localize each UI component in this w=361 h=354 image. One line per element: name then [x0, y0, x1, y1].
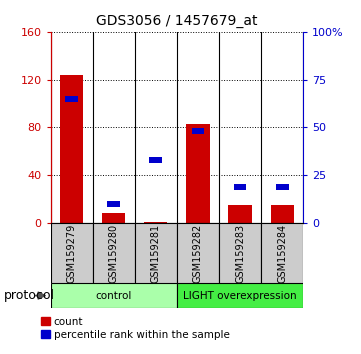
Text: GSM159279: GSM159279 [66, 223, 77, 283]
Bar [51, 283, 177, 308]
Bar [51, 223, 93, 283]
Bar [276, 184, 288, 190]
Text: protocol: protocol [4, 289, 55, 302]
Bar [60, 75, 83, 223]
Text: GSM159280: GSM159280 [109, 223, 119, 283]
Title: GDS3056 / 1457679_at: GDS3056 / 1457679_at [96, 14, 258, 28]
Bar [192, 128, 204, 134]
Bar [107, 201, 120, 207]
Legend: count, percentile rank within the sample: count, percentile rank within the sample [41, 317, 230, 340]
Text: LIGHT overexpression: LIGHT overexpression [183, 291, 297, 301]
Bar [144, 222, 168, 223]
Text: GSM159282: GSM159282 [193, 223, 203, 283]
Bar [229, 205, 252, 223]
Text: control: control [96, 291, 132, 301]
Bar [271, 205, 294, 223]
Bar [177, 283, 303, 308]
Bar [186, 124, 209, 223]
Bar [135, 223, 177, 283]
Bar [261, 223, 303, 283]
Bar [219, 223, 261, 283]
Bar [149, 157, 162, 163]
Text: GSM159281: GSM159281 [151, 223, 161, 283]
Bar [65, 96, 78, 102]
Bar [102, 213, 125, 223]
Bar [234, 184, 247, 190]
Bar [177, 223, 219, 283]
Text: GSM159284: GSM159284 [277, 223, 287, 283]
Text: GSM159283: GSM159283 [235, 223, 245, 283]
Bar [93, 223, 135, 283]
